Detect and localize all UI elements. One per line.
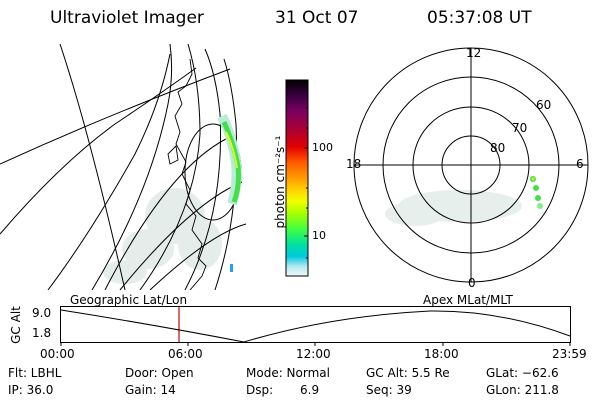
timeline-ytick-low: 1.8 xyxy=(32,326,52,340)
mlt-label-12: 12 xyxy=(466,46,482,60)
timeline-plot xyxy=(60,306,571,346)
info-seq: Seq: 39 xyxy=(366,383,412,397)
polar-plot xyxy=(353,47,589,283)
info-gc-alt: GC Alt: 5.5 Re xyxy=(366,366,450,380)
island-outline xyxy=(167,145,179,165)
timeline-xtick-0600: 06:00 xyxy=(168,347,203,361)
grid-lines xyxy=(0,44,247,290)
info-dsp-label: Dsp: xyxy=(246,383,274,397)
auroral-spots xyxy=(530,176,543,209)
timeline-left-title: Geographic Lat/Lon xyxy=(70,293,188,307)
geographic-map xyxy=(0,44,247,290)
info-dsp-value: 6.9 xyxy=(300,383,320,397)
mlt-label-6: 6 xyxy=(576,157,584,171)
timeline-xtick-1200: 12:00 xyxy=(296,347,331,361)
info-ip: IP: 36.0 xyxy=(8,383,54,397)
info-glon: GLon: 211.8 xyxy=(486,383,559,397)
timeline-xtick-0000: 00:00 xyxy=(40,347,75,361)
auroral-band xyxy=(217,113,242,272)
timeline-xtick-1800: 18:00 xyxy=(424,347,459,361)
timeline-ytick-high: 9.0 xyxy=(32,306,52,320)
colorbar xyxy=(285,79,309,277)
colorbar-label: photon cm⁻²s⁻¹ xyxy=(273,135,287,229)
altitude-curve xyxy=(60,309,571,343)
mlt-label-18: 18 xyxy=(346,157,362,171)
timeline-xtick-2359: 23:59 xyxy=(552,347,587,361)
info-filter: Flt: LBHL xyxy=(8,366,62,380)
colorbar-tick-100: 100 xyxy=(312,141,333,154)
info-door: Door: Open xyxy=(125,366,194,380)
instrument-title: Ultraviolet Imager xyxy=(50,8,204,28)
date-label: 31 Oct 07 xyxy=(275,8,359,28)
info-mode: Mode: Normal xyxy=(246,366,330,380)
time-label: 05:37:08 UT xyxy=(427,8,532,28)
colorbar-tick-10: 10 xyxy=(312,229,326,242)
coastline xyxy=(174,58,207,290)
mlt-label-0: 0 xyxy=(468,276,476,290)
lat-label-70: 70 xyxy=(512,121,528,135)
polar-haze xyxy=(385,190,522,226)
lat-label-60: 60 xyxy=(536,98,552,112)
info-gain: Gain: 14 xyxy=(125,383,176,397)
timeline-right-title: Apex MLat/MLT xyxy=(423,293,513,307)
timeline-ylabel: GC Alt xyxy=(9,306,23,344)
info-glat: GLat: −62.6 xyxy=(486,366,559,380)
colorbar-scale xyxy=(285,79,309,277)
lat-label-80: 80 xyxy=(490,141,506,155)
